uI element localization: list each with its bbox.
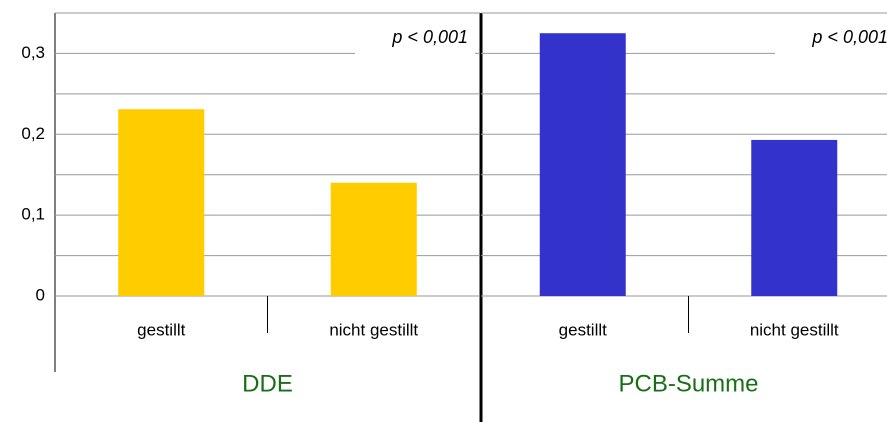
- bar: [539, 33, 626, 296]
- annotation: p < 0,001: [391, 27, 468, 47]
- bar: [118, 109, 205, 296]
- bar: [751, 139, 838, 296]
- x-tick-label: gestillt: [137, 320, 185, 339]
- bar: [330, 182, 417, 296]
- x-tick-label: gestillt: [559, 320, 607, 339]
- annotation-bg: [355, 24, 475, 54]
- y-tick-label: 0,2: [21, 124, 45, 143]
- y-tick-label: 0: [36, 285, 45, 304]
- annotation: p < 0,001: [811, 27, 887, 47]
- y-tick-label: 0,3: [21, 43, 45, 62]
- x-tick-label: nicht gestillt: [750, 320, 839, 339]
- y-tick-label: 0,1: [21, 205, 45, 224]
- panel-title: PCB-Summe: [618, 370, 758, 397]
- annotation-bg: [775, 24, 887, 54]
- x-tick-label: nicht gestillt: [329, 320, 418, 339]
- panel-title: DDE: [242, 370, 293, 397]
